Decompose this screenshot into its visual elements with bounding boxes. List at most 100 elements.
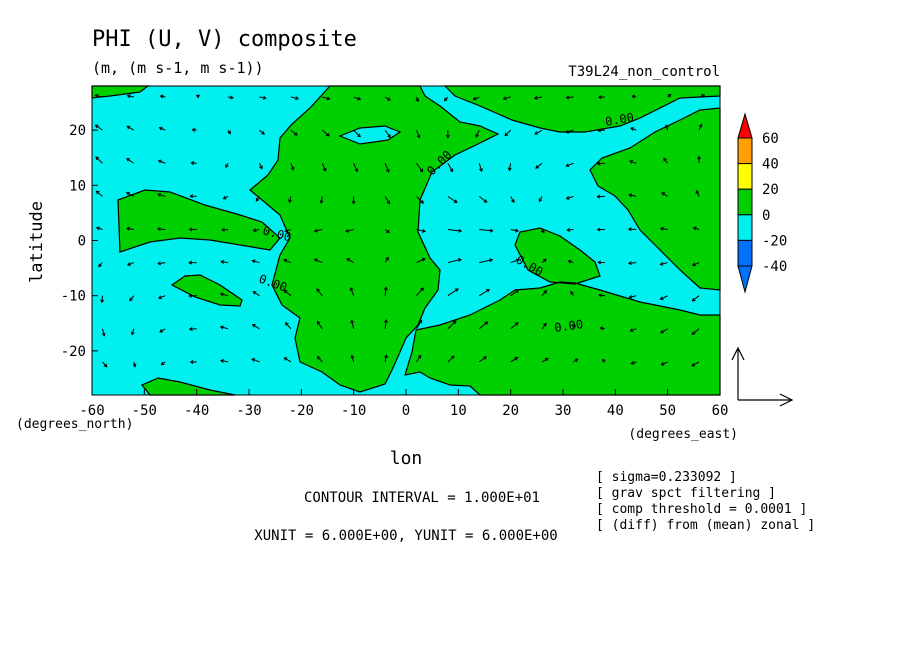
- wind-arrowhead: [350, 319, 355, 324]
- wind-arrowhead: [325, 132, 330, 137]
- wind-arrowhead: [659, 261, 664, 266]
- wind-arrowhead: [188, 293, 193, 298]
- wind-arrowhead: [515, 258, 520, 263]
- wind-vector: [126, 125, 135, 131]
- wind-arrowhead: [100, 299, 105, 304]
- wind-arrowhead: [484, 321, 489, 325]
- wind-vector: [252, 260, 260, 264]
- wind-arrowhead: [458, 228, 463, 233]
- wind-arrowhead: [316, 320, 321, 325]
- wind-arrowhead: [479, 168, 483, 173]
- wind-vector: [661, 361, 668, 366]
- wind-vector: [447, 258, 462, 264]
- wind-vector: [159, 328, 166, 333]
- x-tick-label: 0: [402, 403, 410, 419]
- wind-vector: [384, 129, 391, 138]
- wind-arrowhead: [220, 359, 224, 363]
- wind-arrowhead: [219, 325, 224, 330]
- x-tick-label: 20: [502, 403, 519, 419]
- wind-vector: [320, 196, 323, 204]
- wind-vectors: [94, 93, 706, 368]
- wind-arrowhead: [596, 227, 601, 232]
- wind-vector: [508, 163, 512, 171]
- wind-vector: [384, 355, 388, 362]
- wind-arrowhead: [659, 226, 664, 231]
- wind-vector: [290, 163, 294, 171]
- y-axis-unit: (degrees_north): [16, 417, 133, 432]
- wind-arrowhead: [567, 259, 572, 264]
- wind-vector: [660, 227, 668, 230]
- wind-arrowhead: [629, 160, 634, 164]
- wind-vector: [157, 228, 166, 230]
- wind-arrowhead: [419, 168, 424, 173]
- wind-arrowhead: [415, 98, 420, 103]
- wind-vector: [317, 356, 323, 363]
- land-lower-left-island: [172, 275, 242, 306]
- wind-arrowhead: [191, 127, 196, 132]
- wind-vector: [129, 295, 135, 301]
- info-line: [ (diff) from (mean) zonal ]: [596, 518, 815, 533]
- land-lower-center: [405, 282, 720, 395]
- wind-arrowhead: [627, 261, 632, 266]
- x-tick-label: -30: [236, 403, 261, 419]
- wind-arrowhead: [290, 166, 295, 171]
- wind-arrowhead: [326, 96, 331, 101]
- wind-arrowhead: [313, 228, 318, 233]
- wind-arrowhead: [387, 134, 391, 139]
- wind-arrowhead: [692, 226, 697, 231]
- wind-vector: [479, 228, 493, 232]
- wind-vector: [321, 129, 330, 137]
- wind-arrowhead: [160, 361, 165, 366]
- wind-vector: [290, 96, 299, 100]
- wind-arrowhead: [472, 96, 477, 101]
- wind-arrowhead: [319, 200, 324, 205]
- wind-arrowhead: [316, 355, 321, 360]
- land-top-left: [92, 86, 148, 98]
- wind-vector: [101, 295, 103, 303]
- wind-vector: [220, 326, 229, 330]
- wind-arrowhead: [596, 194, 601, 199]
- wind-vector: [350, 287, 355, 296]
- colorbar-swatch: [737, 214, 753, 241]
- wind-vector: [566, 162, 574, 167]
- land-east-tongue: [515, 228, 600, 284]
- wind-vector: [566, 96, 574, 99]
- wind-arrowhead: [159, 328, 164, 333]
- wind-vector: [351, 320, 355, 329]
- wind-vector: [157, 193, 166, 197]
- wind-arrowhead: [663, 157, 667, 162]
- reference-vector: [731, 346, 794, 407]
- wind-arrowhead: [565, 196, 570, 200]
- wind-vector: [96, 190, 103, 197]
- wind-arrowhead: [159, 94, 164, 99]
- colorbar-label: -40: [762, 259, 787, 275]
- wind-arrowhead: [507, 167, 512, 172]
- wind-arrowhead: [126, 125, 131, 130]
- wind-arrowhead: [229, 95, 234, 100]
- wind-arrowhead: [533, 95, 538, 100]
- wind-vector: [541, 323, 547, 330]
- wind-arrowhead: [489, 228, 494, 233]
- info-line: [ comp threshold = 0.0001 ]: [596, 502, 807, 517]
- wind-arrowhead: [252, 228, 257, 233]
- wind-arrowhead: [261, 131, 265, 135]
- wind-vector: [695, 190, 700, 197]
- wind-vector: [290, 129, 298, 136]
- colorbar-label: -20: [762, 233, 787, 249]
- wind-arrowhead: [101, 332, 106, 337]
- wind-arrowhead: [542, 258, 547, 263]
- colorbar-swatch: [737, 137, 753, 165]
- wind-vector: [353, 163, 358, 172]
- wind-vector: [159, 127, 166, 131]
- wind-arrowhead: [295, 96, 300, 101]
- wind-arrowhead: [599, 326, 604, 331]
- wind-arrowhead: [629, 328, 634, 332]
- y-axis-label: latitude: [27, 201, 47, 283]
- wind-vector: [126, 158, 135, 164]
- wind-vector: [416, 287, 424, 297]
- wind-arrowhead: [630, 127, 635, 131]
- x-tick-label: 10: [450, 403, 467, 419]
- wind-vector: [447, 355, 455, 363]
- wind-vector: [96, 227, 103, 230]
- wind-vector: [384, 196, 390, 204]
